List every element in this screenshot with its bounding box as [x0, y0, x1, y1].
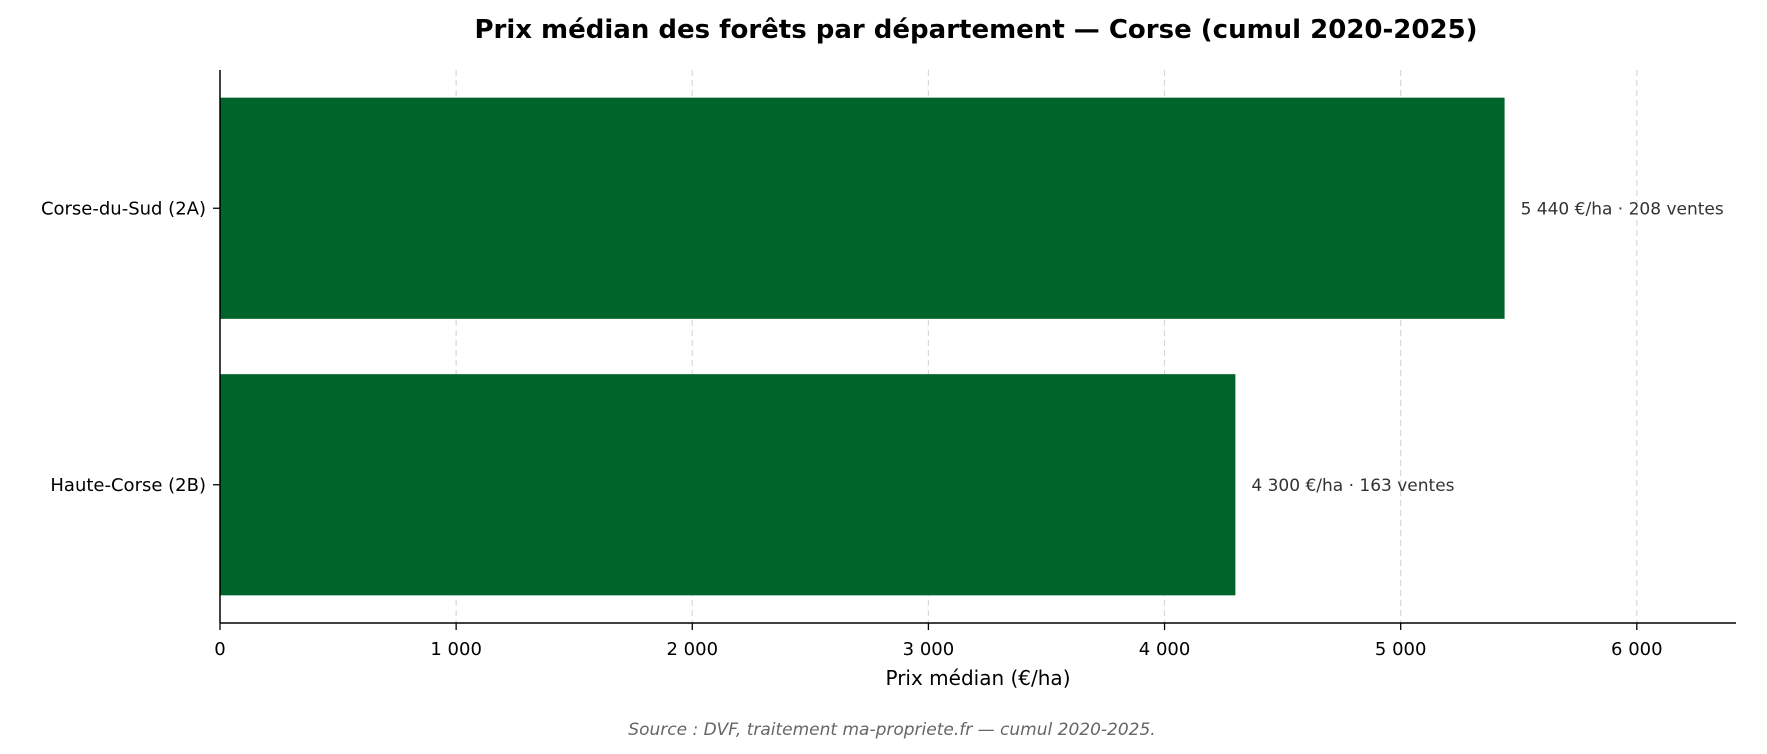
bar [220, 97, 1505, 319]
y-tick-label: Corse-du-Sud (2A) [41, 198, 206, 219]
y-ticks: Corse-du-Sud (2A) Haute-Corse (2B) [41, 198, 220, 496]
x-tick-label: 1 000 [430, 639, 482, 660]
x-axis-label: Prix médian (€/ha) [885, 666, 1070, 690]
chart-title: Prix médian des forêts par département —… [474, 15, 1477, 45]
x-ticks: 0 1 000 2 000 3 000 4 000 5 000 6 000 [214, 623, 1663, 660]
x-tick-label: 2 000 [667, 639, 719, 660]
bar-data-label: 4 300 €/ha · 163 ventes [1251, 476, 1454, 496]
source-note: Source : DVF, traitement ma-propriete.fr… [628, 720, 1155, 740]
x-tick-label: 5 000 [1375, 639, 1427, 660]
x-tick-label: 0 [214, 639, 225, 660]
data-labels: 5 440 €/ha · 208 ventes 4 300 €/ha · 163 … [1251, 199, 1723, 496]
bar-data-label: 5 440 €/ha · 208 ventes [1521, 199, 1724, 219]
bars-layer [220, 97, 1505, 596]
x-tick-label: 4 000 [1139, 639, 1191, 660]
y-tick-label: Haute-Corse (2B) [50, 475, 206, 496]
axes-layer [219, 70, 1736, 624]
bar [220, 374, 1236, 596]
x-tick-label: 3 000 [903, 639, 955, 660]
x-tick-label: 6 000 [1611, 639, 1663, 660]
